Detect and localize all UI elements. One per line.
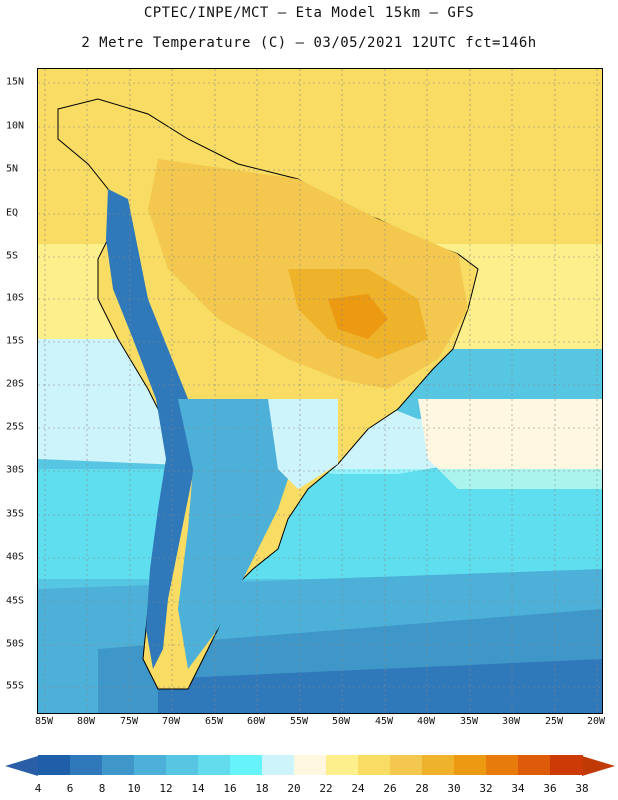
lat-label: 40S <box>6 551 25 563</box>
colorbar-segment <box>166 755 199 775</box>
title-line-1: CPTEC/INPE/MCT – Eta Model 15km – GFS <box>143 5 475 21</box>
lat-label: 20S <box>6 378 25 390</box>
lat-label: 10S <box>6 292 25 304</box>
colorbar-tick-label: 10 <box>127 782 141 795</box>
lat-label: 10N <box>6 120 25 132</box>
lat-label: 15N <box>6 76 25 88</box>
colorbar-tick-label: 36 <box>543 782 557 795</box>
lat-label: 35S <box>6 508 25 520</box>
colorbar-segment <box>70 755 103 775</box>
colorbar-tick-label: 32 <box>479 782 493 795</box>
colorbar-segment <box>134 755 167 775</box>
lon-label: 25W <box>544 716 564 727</box>
lat-label: 45S <box>6 595 25 607</box>
lat-label: 50S <box>6 638 25 650</box>
map-panel[interactable] <box>37 68 603 714</box>
lat-label: 55S <box>6 680 25 692</box>
colorbar-segment <box>486 755 519 775</box>
lat-label: EQ <box>6 207 19 219</box>
lon-label: 40W <box>416 716 436 727</box>
lon-label: 45W <box>374 716 394 727</box>
colorbar-segment <box>390 755 423 775</box>
colorbar-tick-label: 8 <box>98 782 106 795</box>
colorbar-tick-label: 30 <box>447 782 461 795</box>
title-line-2: 2 Metre Temperature (C) – 03/05/2021 12U… <box>81 35 537 51</box>
colorbar-segment <box>294 755 327 775</box>
lon-label: 65W <box>204 716 224 727</box>
lon-label: 85W <box>34 716 54 727</box>
colorbar-tick-label: 12 <box>159 782 173 795</box>
andes-cold-strip <box>106 189 198 669</box>
colorbar-over-arrow <box>582 756 615 776</box>
colorbar-segment <box>230 755 263 775</box>
lat-label: 30S <box>6 464 25 476</box>
lon-label: 35W <box>459 716 479 727</box>
hottest-spot <box>328 294 388 339</box>
colorbar-tick-label: 34 <box>511 782 525 795</box>
colorbar-tick-label: 6 <box>66 782 74 795</box>
colorbar-tick-label: 38 <box>575 782 589 795</box>
lon-label: 70W <box>161 716 181 727</box>
colorbar-segment <box>198 755 231 775</box>
colorbar-tick-label: 16 <box>223 782 237 795</box>
lon-label: 50W <box>331 716 351 727</box>
mild-southern-region <box>268 399 338 489</box>
colorbar-segment <box>422 755 455 775</box>
colorbar-under-arrow <box>5 756 38 776</box>
colorbar-segment <box>550 755 583 775</box>
colorbar-segment <box>518 755 551 775</box>
colorbar-tick-label: 22 <box>319 782 333 795</box>
graticule <box>38 69 602 713</box>
southern-cone-cool-region <box>178 399 298 669</box>
lon-label: 30W <box>501 716 521 727</box>
colorbar-segment <box>454 755 487 775</box>
colorbar-segment <box>102 755 135 775</box>
temperature-map <box>38 69 602 713</box>
colorbar-segment <box>38 755 71 775</box>
ocean-band-16 <box>38 469 602 579</box>
lon-label: 80W <box>76 716 96 727</box>
lat-label: 15S <box>6 335 25 347</box>
colorbar-arrows <box>5 756 615 776</box>
colorbar-tick-label: 18 <box>255 782 269 795</box>
colorbar-tick-label: 26 <box>383 782 397 795</box>
colorbar-tick-label: 24 <box>351 782 365 795</box>
colorbar-segment <box>262 755 295 775</box>
colorbar-tick-label: 28 <box>415 782 429 795</box>
colorbar-tick-label: 14 <box>191 782 205 795</box>
lon-label: 75W <box>119 716 139 727</box>
lon-label: 55W <box>289 716 309 727</box>
colorbar-tick-label: 20 <box>287 782 301 795</box>
lat-label: 5N <box>6 163 19 175</box>
mild-ocean-band <box>418 399 602 489</box>
colorbar-segment <box>326 755 359 775</box>
colorbar-segment <box>358 755 391 775</box>
lon-label: 20W <box>586 716 606 727</box>
lon-label: 60W <box>246 716 266 727</box>
lat-label: 25S <box>6 421 25 433</box>
colorbar-tick-label: 4 <box>34 782 42 795</box>
lat-label: 5S <box>6 250 19 262</box>
ocean-band-8 <box>158 659 602 713</box>
